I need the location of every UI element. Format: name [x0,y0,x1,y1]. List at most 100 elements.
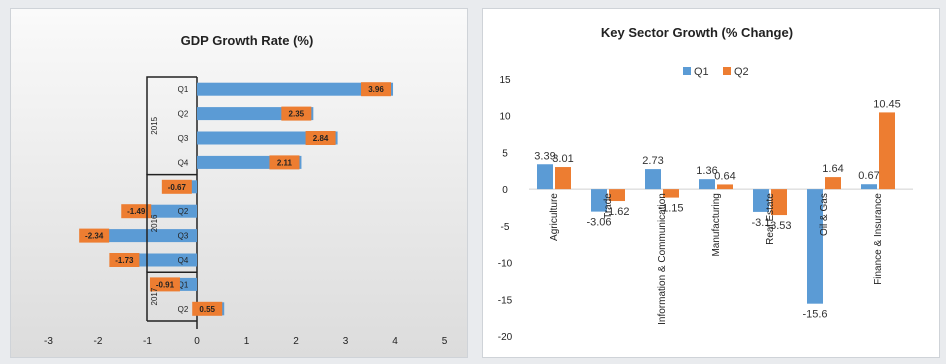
sector-chart-title: Key Sector Growth (% Change) [601,25,793,40]
data-label: -1.15 [658,203,683,215]
data-label: 3.01 [552,153,573,165]
quarter-label: Q1 [178,85,189,94]
value-label-box [109,253,140,267]
quarter-label: Q4 [178,158,189,167]
value-label-box [269,155,300,170]
value-label: -2.34 [85,232,104,241]
category-label: Trade [603,193,614,219]
quarter-label: Q3 [178,232,189,241]
x-tick-label: 3 [343,336,349,347]
group-bracket [146,76,197,175]
category-label: Finance & Insurance [873,193,884,285]
data-label: -3.06 [586,217,611,229]
legend-label: Q2 [734,66,749,78]
sector-bar [753,189,769,212]
value-label: -0.67 [168,183,187,192]
value-label: 2.84 [313,134,329,143]
value-label: 3.96 [368,85,384,94]
quarter-label: Q2 [178,305,189,314]
x-tick-label: 4 [392,336,398,347]
year-label: 2016 [150,214,159,232]
sector-bar [609,189,625,202]
data-label: 1.36 [696,165,717,177]
sector-growth-chart-panel: Key Sector Growth (% Change) 15 10 5 0 -5 -10… [482,8,940,358]
legend-label: Q1 [694,66,709,78]
x-tick-label: 0 [194,336,200,347]
sector-bar [807,189,823,304]
value-label-box [305,131,336,145]
x-tick-label: 2 [293,336,299,347]
group-bracket [146,271,197,321]
category-label: Oil & Gas [819,193,830,236]
data-label: 10.45 [873,98,901,110]
legend-swatch [683,67,691,75]
year-label: 2017 [150,287,159,305]
sector-bar [825,177,841,190]
sector-bar [537,164,553,190]
data-label: 3.39 [534,150,555,162]
y-tick-label: -15 [498,295,513,306]
data-label: -15.6 [802,309,827,321]
sector-bar [717,184,733,190]
data-label: -3.53 [766,220,791,232]
y-tick-label: -20 [498,332,513,343]
sector-bar [771,189,787,216]
y-tick-label: 0 [502,185,508,196]
quarter-label: Q2 [178,110,189,119]
data-label: -3.1 [752,217,771,229]
value-label-box [361,82,392,97]
sector-bar [879,112,895,190]
y-tick-label: -5 [501,222,510,233]
data-label: 0.67 [858,170,879,182]
data-label: 0.64 [714,170,735,182]
gdp-growth-chart: GDP Growth Rate (%) -3 -2 -1 0 1 2 3 4 5 Q1 3.96 Q2… [44,33,448,347]
sector-bar [699,179,715,190]
gdp-bar [81,229,197,243]
quarter-label: Q2 [178,207,189,216]
data-label: -1.62 [604,206,629,218]
value-label-box [161,179,192,194]
group-bracket [146,173,197,273]
y-tick-label: 10 [499,112,511,123]
x-tick-label: -1 [143,336,152,347]
year-label: 2015 [150,116,159,134]
sector-bar [645,169,661,190]
value-label-box [192,301,223,316]
gdp-growth-chart-panel: GDP Growth Rate (%) -3 -2 -1 0 1 2 3 4 5 Q1 3.96 Q2… [10,8,468,358]
quarter-label: Q4 [178,256,189,265]
category-label: Real Estate [765,193,776,245]
value-label-box [281,106,312,121]
value-label: -0.91 [156,280,175,289]
data-label: 1.64 [822,163,843,175]
sector-growth-chart: Key Sector Growth (% Change) 15 10 5 0 -5 -10… [498,25,913,343]
sector-bar [591,189,607,212]
sector-bar [861,184,877,190]
value-label: 0.55 [199,305,215,314]
value-label-box [79,228,110,243]
value-label-box [149,277,180,292]
gdp-bar [197,82,394,96]
value-label-box [121,204,152,219]
gdp-chart-title: GDP Growth Rate (%) [181,33,314,48]
legend-swatch [723,67,731,75]
value-label: 2.11 [277,158,293,167]
data-label: 2.73 [642,155,663,167]
category-label: Manufacturing [711,193,722,256]
gdp-bar [197,131,338,145]
x-tick-label: -3 [44,336,53,347]
category-label: Agriculture [549,193,560,241]
quarter-label: Q1 [178,280,189,289]
category-label: Information & Communication [657,193,668,325]
value-label: -1.73 [115,256,134,265]
y-tick-label: -10 [498,259,513,270]
x-tick-label: 1 [244,336,250,347]
quarter-label: Q3 [178,134,189,143]
value-label: 2.35 [289,110,305,119]
y-tick-label: 15 [499,75,511,86]
sector-bar [555,167,571,190]
x-tick-label: -2 [94,336,103,347]
y-tick-label: 5 [502,148,508,159]
value-label: -1.49 [127,207,146,216]
x-tick-label: 5 [442,336,448,347]
sector-bar [663,189,679,198]
